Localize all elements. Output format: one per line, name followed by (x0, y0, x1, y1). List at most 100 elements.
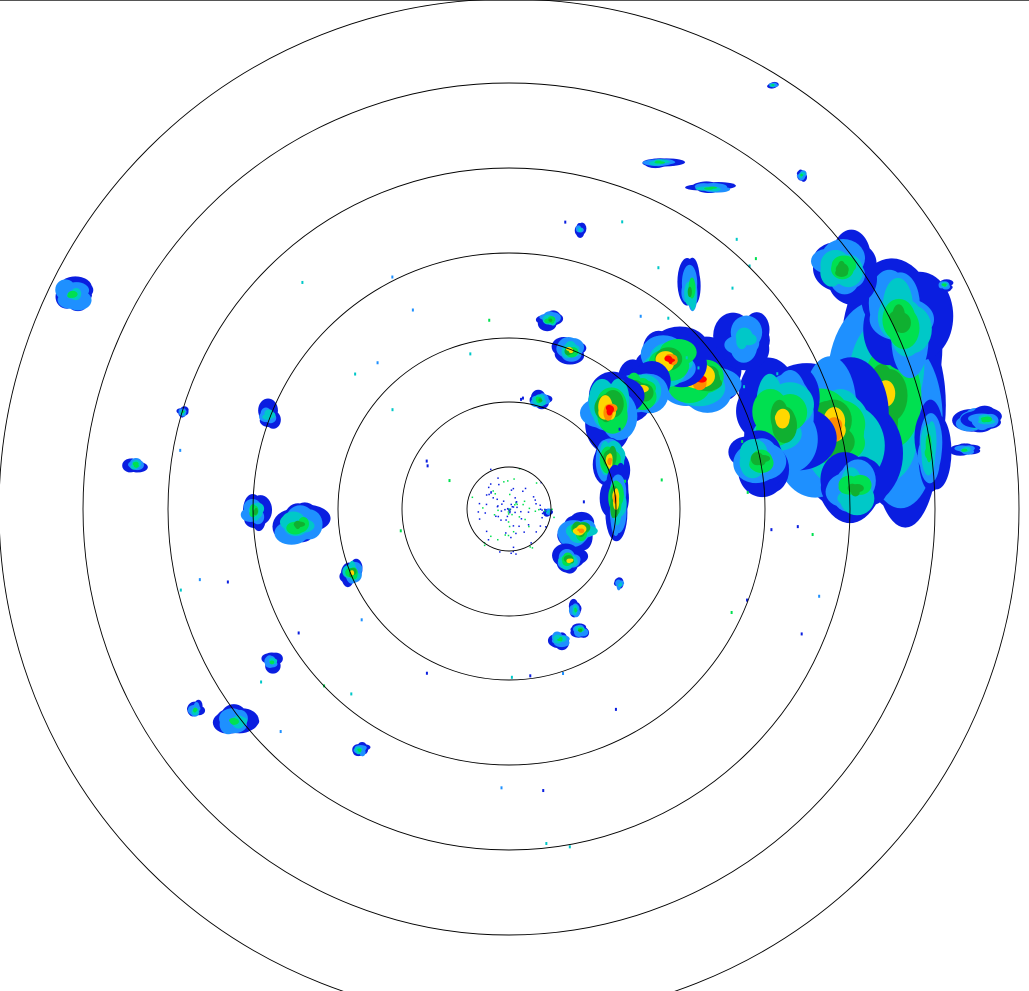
clutter-point (490, 535, 492, 538)
clutter-point (498, 483, 500, 486)
echo-cell (687, 286, 692, 298)
clutter-point (553, 516, 555, 519)
clutter-point (527, 511, 530, 513)
clutter-point (624, 479, 627, 483)
clutter-point (179, 448, 182, 452)
clutter-point (506, 515, 509, 518)
echo-cell (941, 283, 946, 286)
clutter-point (746, 598, 749, 602)
clutter-point (522, 503, 524, 506)
clutter-point (425, 671, 428, 675)
clutter-point (568, 845, 571, 849)
echo-cell (133, 461, 139, 466)
clutter-point (507, 521, 510, 523)
top-border (0, 0, 1029, 1)
echo-cell (568, 558, 574, 562)
clutter-point (730, 610, 733, 614)
echo-cell (771, 84, 774, 86)
clutter-point (376, 361, 379, 365)
clutter-point (512, 525, 515, 527)
clutter-point (497, 515, 500, 518)
clutter-point (544, 526, 547, 528)
clutter-point (448, 479, 451, 483)
echo-cell (578, 227, 582, 233)
clutter-point (746, 490, 749, 494)
echo-cell (548, 318, 553, 322)
clutter-point (512, 487, 515, 490)
clutter-point (483, 544, 486, 547)
clutter-point (743, 385, 746, 389)
clutter-point (511, 505, 514, 508)
clutter-point (514, 511, 516, 514)
echo-cell (608, 458, 612, 466)
clutter-point (811, 533, 814, 537)
clutter-point (614, 707, 617, 711)
clutter-point (748, 264, 751, 268)
clutter-point (507, 513, 510, 515)
clutter-point (515, 502, 517, 504)
clutter-point (506, 508, 509, 510)
clutter-point (510, 489, 513, 491)
clutter-point (524, 518, 526, 521)
clutter-point (521, 396, 524, 400)
echo-cell (851, 484, 864, 493)
echo-cell (708, 186, 718, 189)
clutter-point (260, 680, 263, 684)
echo-cell (655, 160, 662, 163)
clutter-point (516, 503, 518, 506)
echo-cell (607, 405, 615, 414)
clutter-point (796, 525, 799, 529)
clutter-point (179, 588, 182, 592)
clutter-point (621, 220, 624, 224)
clutter-point (534, 499, 536, 501)
clutter-point (618, 427, 621, 431)
clutter-point (488, 493, 490, 496)
clutter-point (527, 524, 530, 526)
echo-cell (357, 748, 362, 751)
clutter-point (545, 842, 548, 846)
clutter-point (515, 501, 518, 503)
clutter-point (754, 257, 757, 261)
clutter-point (608, 530, 611, 534)
clutter-point (538, 508, 540, 511)
clutter-point (512, 506, 515, 508)
clutter-point (497, 538, 499, 541)
echo-cell (961, 449, 967, 452)
clutter-point (478, 502, 481, 505)
clutter-point (485, 494, 488, 496)
clutter-point (499, 551, 501, 553)
clutter-point (541, 512, 544, 515)
range-ring (82, 82, 936, 936)
clutter-point (770, 528, 773, 532)
clutter-point (503, 481, 505, 483)
clutter-point (502, 500, 505, 502)
clutter-point (535, 531, 538, 533)
clutter-point (510, 536, 512, 539)
clutter-point (508, 508, 511, 511)
echo-cell (837, 260, 846, 275)
clutter-point (507, 534, 510, 537)
clutter-point (489, 483, 492, 485)
echo-cell (666, 358, 676, 363)
clutter-point (515, 532, 517, 535)
clutter-point (226, 580, 229, 584)
clutter-point (487, 539, 490, 541)
range-ring (401, 401, 617, 617)
clutter-point (513, 478, 515, 480)
clutter-point (539, 508, 542, 510)
clutter-point (534, 510, 537, 512)
echo-cell (658, 161, 665, 164)
clutter-point (490, 492, 492, 494)
clutter-point (660, 478, 663, 482)
clutter-point (731, 286, 734, 290)
clutter-point (818, 594, 821, 598)
clutter-point (523, 500, 526, 503)
clutter-point (516, 506, 518, 509)
clutter-point (542, 789, 545, 793)
clutter-point (510, 675, 513, 679)
clutter-point (512, 546, 515, 549)
clutter-point (535, 482, 538, 484)
clutter-point (504, 508, 506, 511)
clutter-point (482, 507, 484, 509)
clutter-point (529, 674, 532, 678)
